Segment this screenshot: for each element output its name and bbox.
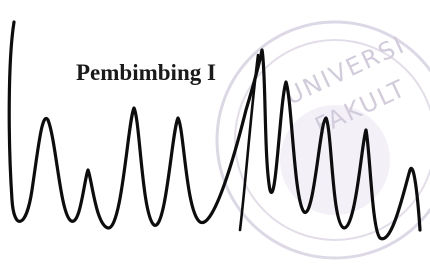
page: UNIVERSI FAKULT Pembimbing I (() => { co… xyxy=(0,0,430,280)
signer-label: Pembimbing I xyxy=(76,60,216,85)
document-fragment: UNIVERSI FAKULT Pembimbing I xyxy=(0,0,430,280)
